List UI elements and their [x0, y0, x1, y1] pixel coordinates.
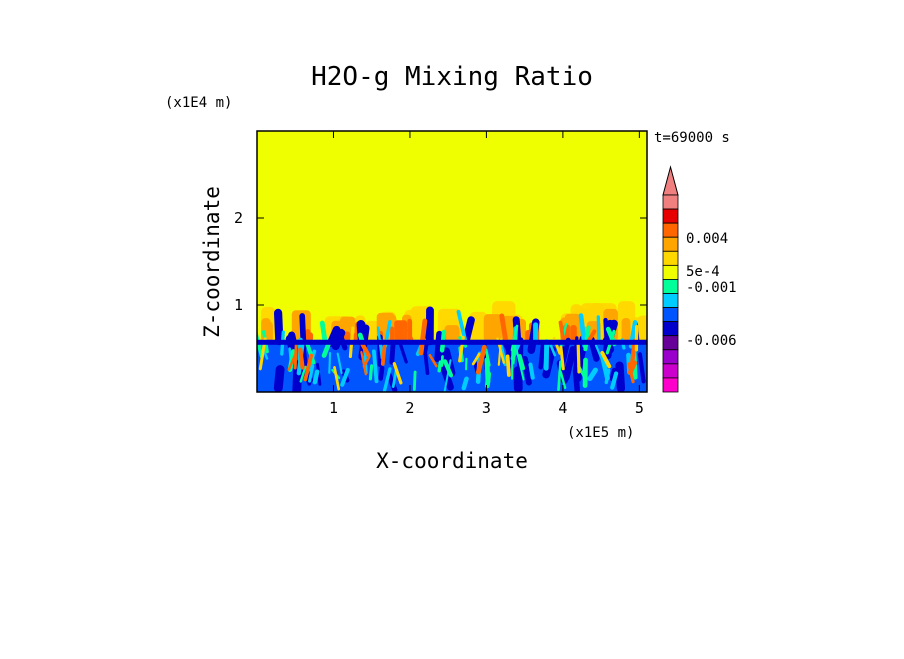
colorbar-overflow-arrow: [663, 167, 678, 195]
turbulence-eddy: [525, 359, 529, 383]
x-tick-label: 3: [482, 399, 491, 417]
plume-mid: [622, 318, 631, 342]
colorbar-label: -0.006: [686, 333, 737, 349]
colorbar-swatch: [663, 378, 678, 392]
time-label: t=69000 s: [654, 130, 730, 146]
turbulence-eddy: [508, 356, 509, 375]
colorbar-swatch: [663, 322, 678, 336]
chart-title: H2O-g Mixing Ratio: [311, 62, 593, 92]
turbulence-eddy: [425, 350, 428, 373]
x-tick-label: 4: [558, 399, 567, 417]
plume-core: [390, 326, 394, 341]
x-multiplier: (x1E5 m): [567, 425, 634, 441]
turbulence-eddy: [620, 366, 621, 389]
colorbar-label: -0.001: [686, 280, 737, 296]
y-tick-label: 2: [234, 209, 243, 227]
turbulence-eddy: [541, 343, 544, 368]
colorbar-label: 5e-4: [686, 264, 720, 280]
turbulence-eddy: [392, 344, 393, 362]
colorbar-swatch: [663, 350, 678, 364]
turbulence-eddy: [531, 365, 533, 378]
plume-mid: [484, 314, 502, 342]
turbulence-eddy: [606, 320, 608, 351]
turbulence-eddy: [322, 323, 325, 342]
colorbar-labels: 0.004 5e-4-0.001 -0.006: [686, 231, 737, 349]
colorbar-swatch: [663, 308, 678, 322]
colorbar: [663, 167, 678, 392]
turbulence-eddy: [439, 362, 440, 371]
x-axis-label: X-coordinate: [376, 449, 528, 473]
y-tick-label: 1: [234, 296, 243, 314]
colorbar-swatch: [663, 294, 678, 308]
turbulence-eddy: [383, 347, 385, 364]
colorbar-label: 0.004: [686, 231, 728, 247]
plot-area: [256, 131, 661, 392]
y-multiplier: (x1E4 m): [165, 95, 232, 111]
turbulence-eddy: [576, 370, 578, 390]
colorbar-swatch: [663, 237, 678, 251]
boundary-cap: [257, 340, 647, 345]
colorbar-swatch: [663, 265, 678, 279]
turbulence-eddy: [370, 366, 371, 379]
turbulence-eddy: [374, 351, 377, 381]
turbulence-eddy: [381, 368, 382, 378]
turbulence-eddy: [442, 357, 443, 366]
colorbar-swatch: [663, 364, 678, 378]
colorbar-swatch: [663, 279, 678, 293]
turbulence-eddy: [315, 372, 317, 383]
colorbar-swatch: [663, 336, 678, 350]
x-tick-label: 5: [635, 399, 644, 417]
turbulence-eddy: [278, 370, 280, 389]
turbulence-eddy: [598, 317, 599, 344]
turbulence-eddy: [464, 379, 467, 388]
plume-core: [394, 320, 407, 342]
turbulence-eddy: [546, 342, 547, 369]
turbulence-eddy: [578, 345, 579, 372]
turbulence-eddy: [329, 353, 330, 373]
x-tick-label: 2: [405, 399, 414, 417]
turbulence-eddy: [278, 313, 279, 341]
turbulence-eddy: [414, 372, 415, 390]
x-tick-label: 1: [329, 399, 338, 417]
plume-mid: [444, 325, 459, 342]
turbulence-eddy: [295, 344, 296, 368]
colorbar-swatch: [663, 209, 678, 223]
turbulence-eddy: [487, 360, 488, 382]
y-axis-label: Z-coordinate: [200, 186, 224, 338]
turbulence-eddy: [300, 350, 302, 368]
colorbar-swatch: [663, 223, 678, 237]
colorbar-swatch: [663, 251, 678, 265]
colorbar-swatch: [663, 195, 678, 209]
